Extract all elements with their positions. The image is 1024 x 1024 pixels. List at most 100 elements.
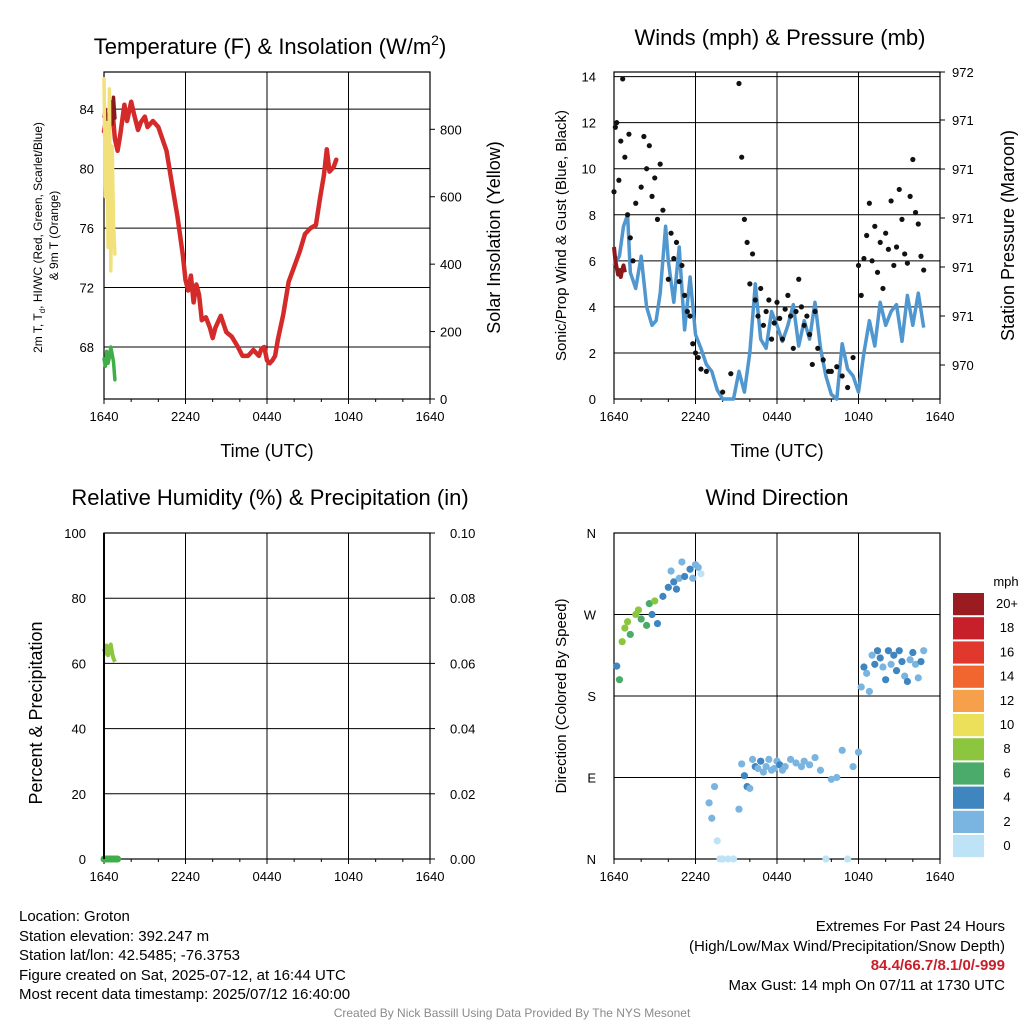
direction-point — [911, 660, 920, 668]
gust-point — [910, 156, 916, 163]
gust-point — [768, 336, 775, 342]
gust-point — [793, 308, 799, 315]
gust-point — [877, 239, 883, 246]
direction-point — [816, 766, 825, 774]
gust-point — [763, 308, 769, 315]
y2-tick-label: 970 — [952, 358, 974, 373]
precip-point — [114, 855, 122, 863]
gust-point — [891, 262, 897, 269]
direction-point — [844, 855, 852, 863]
direction-point — [895, 647, 903, 655]
y-tick-label: S — [587, 689, 596, 704]
y-tick-label: 12 — [582, 116, 596, 131]
direction-point — [811, 753, 819, 762]
x-tick-label: 2240 — [681, 869, 710, 884]
y-tick-label: 0 — [79, 852, 86, 867]
gust-point — [755, 313, 761, 319]
gust-point — [798, 304, 805, 310]
gust-point — [649, 193, 655, 199]
gust-point — [812, 308, 818, 315]
series-line-2 — [102, 345, 117, 382]
gust-point — [744, 239, 750, 246]
legend-title: mph — [993, 574, 1018, 589]
direction-point — [917, 657, 925, 666]
gust-point — [665, 276, 671, 282]
direction-point — [664, 583, 672, 591]
rh-line — [102, 642, 117, 663]
y-tick-label: E — [587, 771, 596, 786]
gust-point — [902, 251, 908, 257]
direction-point — [746, 784, 754, 792]
direction-point — [759, 768, 768, 776]
direction-point — [873, 647, 882, 655]
gust-point — [760, 322, 767, 328]
gust-point — [804, 313, 810, 319]
gust-point — [921, 267, 927, 273]
gust-point — [888, 198, 894, 204]
temperature-panel: 1640 2240 0440 1040 1640 68 72 76 80 84 0 200 400 600… — [31, 32, 504, 461]
direction-point — [740, 772, 749, 780]
y2-tick-label: 971 — [952, 113, 974, 128]
direction-point — [637, 615, 645, 623]
y-tick-label: 100 — [64, 526, 86, 541]
gust-point — [622, 154, 628, 160]
direction-point — [686, 565, 694, 573]
legend-swatch — [953, 665, 984, 688]
legend-swatch — [953, 786, 984, 809]
direction-point — [645, 600, 653, 608]
y2-tick-label: 800 — [440, 122, 462, 137]
gust-point — [866, 200, 872, 206]
x-tick-label: 1640 — [600, 869, 629, 884]
gust-point — [807, 331, 813, 338]
latlon-text: Station lat/lon: 42.5485; -76.3753 — [19, 947, 241, 964]
direction-point — [613, 662, 621, 670]
extremes-values: 84.4/66.7/8.1/0/-999 — [870, 957, 1005, 974]
gust-point — [896, 186, 902, 193]
y2-tick-label: 971 — [952, 260, 974, 275]
gust-point — [652, 175, 658, 181]
legend-swatch — [953, 689, 984, 712]
direction-point — [882, 676, 890, 684]
legend-label: 18 — [1000, 620, 1014, 635]
legend-label: 8 — [1003, 741, 1010, 756]
gust-point — [741, 216, 748, 222]
y-tick-label: 6 — [589, 254, 596, 269]
direction-point — [623, 618, 632, 626]
legend-label: 0 — [1003, 838, 1010, 853]
gust-point — [626, 131, 632, 137]
gust-point — [785, 292, 791, 298]
legend-swatch — [953, 593, 984, 616]
x-tick-label: 1040 — [334, 869, 363, 884]
gust-point — [692, 350, 699, 356]
legend-swatch — [953, 762, 984, 785]
gust-point — [907, 193, 913, 199]
created-text: Figure created on Sat, 2025-07-12, at 16… — [19, 966, 346, 984]
gust-point — [728, 371, 734, 377]
y2-tick-label: 0.10 — [450, 526, 475, 541]
gust-point — [646, 143, 652, 149]
gust-point — [668, 230, 674, 236]
direction-point — [868, 651, 876, 659]
extremes-subheading: (High/Low/Max Wind/Precipitation/Snow De… — [689, 937, 1005, 955]
chart-title: Winds (mph) & Pressure (mb) — [635, 25, 926, 50]
direction-point — [672, 585, 681, 593]
y2-tick-label: 971 — [952, 309, 974, 324]
gust-point — [633, 200, 639, 206]
y2-tick-label: 0 — [440, 392, 447, 407]
gust-point — [673, 239, 680, 246]
plot-frame — [103, 71, 431, 400]
y-tick-label: 8 — [589, 208, 596, 223]
gust-point — [671, 255, 677, 262]
y2-tick-label: 0.00 — [450, 852, 475, 867]
direction-point — [651, 597, 659, 605]
gust-point — [899, 216, 905, 222]
gust-point — [698, 366, 704, 372]
y-tick-label: 72 — [80, 281, 94, 296]
y-tick-label: 2 — [589, 346, 596, 361]
x-tick-label: 1640 — [926, 869, 955, 884]
gust-point — [660, 207, 666, 213]
direction-point — [754, 764, 762, 773]
direction-point — [729, 855, 738, 863]
y-tick-label: 80 — [80, 162, 94, 177]
direction-point — [710, 782, 719, 791]
